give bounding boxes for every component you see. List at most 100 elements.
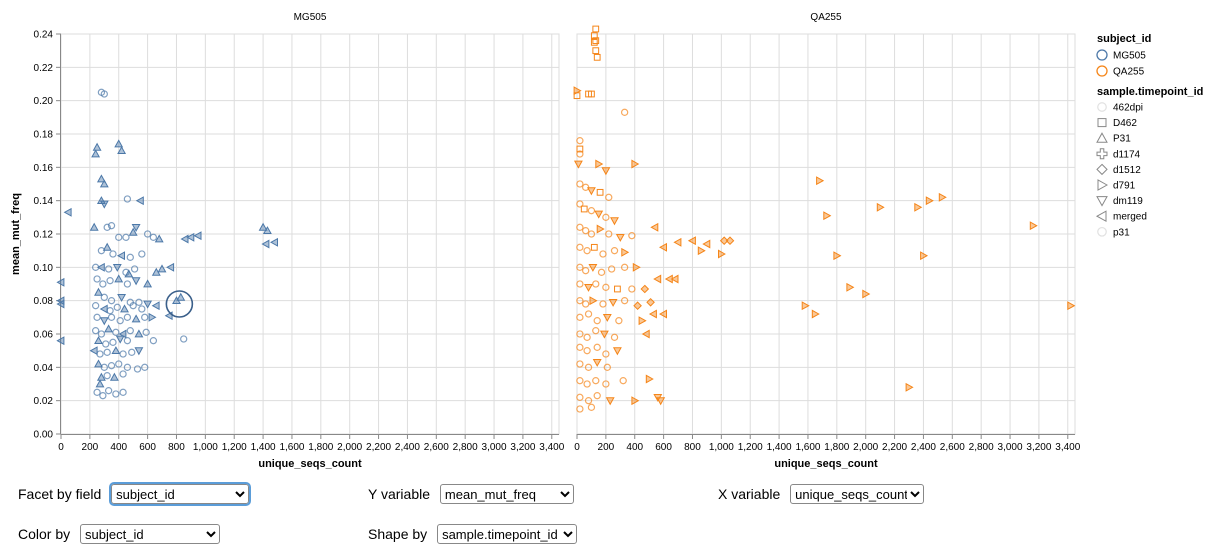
data-point	[596, 224, 605, 234]
data-point	[269, 237, 278, 247]
data-point	[126, 327, 134, 335]
x-tick-label: 2,200	[366, 442, 391, 453]
data-point	[620, 297, 629, 305]
data-point	[180, 234, 189, 244]
data-point	[590, 243, 598, 251]
data-point	[905, 382, 914, 392]
data-point	[582, 300, 590, 308]
y-tick-label: 0.24	[34, 30, 54, 41]
data-points	[56, 88, 278, 400]
data-point	[576, 297, 584, 305]
data-point	[576, 150, 584, 158]
y-tick-label: 0.18	[34, 130, 54, 141]
facet-panel-1: QA255 0 200 400 600 800 1,000 1,200 1,400 1,600 1,…	[573, 12, 1081, 470]
data-point	[176, 292, 186, 301]
y-tick-label: 0.12	[34, 230, 54, 241]
y-tick-label: 0.14	[34, 196, 54, 207]
data-point	[592, 47, 600, 55]
data-point	[107, 222, 116, 230]
data-point	[610, 217, 619, 226]
data-point	[109, 250, 117, 258]
data-point	[93, 313, 101, 321]
data-point	[596, 188, 604, 196]
data-point	[96, 174, 106, 183]
data-point	[106, 307, 114, 315]
legend-shape-symbol	[1096, 163, 1108, 176]
legend-shape-symbol	[1095, 210, 1107, 223]
facet-select[interactable]: subject_id	[109, 482, 252, 506]
x-variable-select[interactable]: unique_seqs_count	[790, 484, 925, 504]
data-point	[573, 160, 583, 169]
data-point	[126, 253, 134, 261]
data-point	[628, 232, 636, 240]
y-variable-select[interactable]: mean_mut_freq	[439, 484, 574, 504]
data-point	[106, 277, 114, 285]
x-tick-label: 800	[168, 442, 185, 453]
data-point	[135, 196, 144, 206]
x-tick-label: 1,400	[251, 442, 276, 453]
data-point	[576, 137, 584, 145]
data-point	[104, 265, 113, 273]
data-point	[123, 195, 132, 203]
data-point	[632, 262, 641, 272]
data-point	[586, 187, 596, 196]
data-point	[638, 316, 647, 326]
data-point	[97, 330, 106, 338]
data-point	[576, 263, 584, 271]
data-point	[91, 149, 101, 158]
data-point	[93, 275, 101, 283]
y-tick-label: 0.02	[34, 396, 54, 407]
data-point	[89, 346, 98, 356]
data-point	[573, 92, 581, 100]
x-tick-label: 1,600	[795, 442, 820, 453]
data-point	[120, 304, 129, 313]
legend-color-swatch	[1096, 65, 1108, 77]
data-point	[135, 298, 143, 306]
shape-select[interactable]: sample.timepoint_id	[437, 524, 578, 544]
y-tick-label: 0.00	[34, 430, 54, 441]
data-point	[56, 277, 65, 287]
x-axis-title: unique_seqs_count	[774, 458, 878, 470]
data-point	[687, 236, 696, 246]
data-point	[100, 363, 108, 371]
data-point	[99, 304, 108, 314]
data-point	[107, 362, 116, 370]
data-point	[103, 372, 111, 380]
data-point	[725, 236, 735, 246]
data-point	[592, 25, 600, 33]
data-point	[658, 309, 667, 319]
data-point	[588, 264, 598, 272]
legend-shape-label: p31	[1113, 227, 1130, 238]
y-tick-label: 0.04	[34, 363, 54, 374]
x-tick-label: 2,000	[337, 442, 362, 453]
data-point	[588, 90, 595, 98]
y-variable-label: Y variable	[368, 486, 431, 502]
data-point	[141, 363, 149, 371]
data-point	[148, 312, 157, 322]
data-point	[584, 397, 593, 405]
data-point	[123, 313, 132, 321]
x-tick-label: 2,400	[395, 442, 420, 453]
color-select[interactable]: subject_id	[80, 524, 221, 544]
legend-color-swatch	[1096, 49, 1108, 61]
data-point	[1067, 301, 1076, 311]
x-tick-label: 2,800	[453, 442, 478, 453]
data-point	[920, 251, 929, 261]
data-point	[833, 251, 842, 261]
data-point	[648, 309, 657, 319]
data-point	[123, 280, 132, 288]
data-point	[100, 90, 108, 98]
legend-shape-label: 462dpi	[1113, 103, 1143, 114]
facet-control: Facet by field subject_id	[18, 482, 252, 506]
x-tick-label: 600	[139, 442, 156, 453]
data-point	[584, 284, 593, 292]
data-point	[576, 313, 584, 321]
data-point	[149, 337, 158, 345]
data-point	[599, 300, 607, 308]
data-point	[592, 280, 600, 288]
data-point	[95, 379, 105, 388]
data-point	[584, 310, 593, 318]
data-point	[186, 232, 195, 242]
data-point	[593, 317, 601, 325]
legend-shape-symbol	[1097, 118, 1107, 128]
